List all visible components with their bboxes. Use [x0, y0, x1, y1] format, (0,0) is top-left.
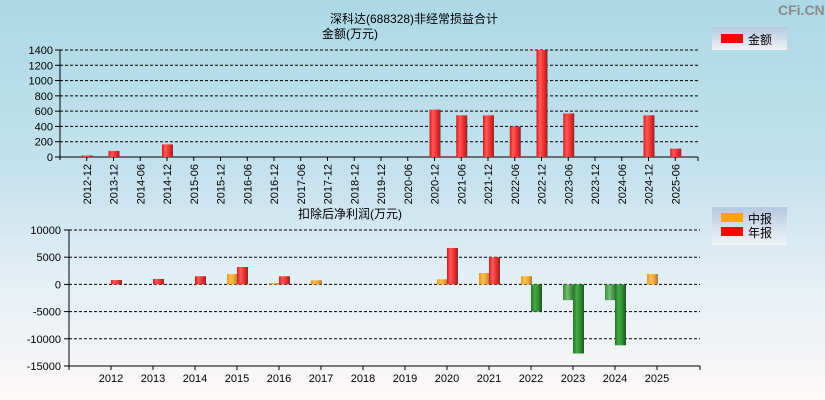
- bar-annual: [489, 257, 500, 285]
- y-tick-label: 600: [35, 106, 53, 118]
- legend-label-annual: 年报: [748, 226, 773, 240]
- y-tick-label: 0: [55, 279, 61, 291]
- x-tick-label: 2013-12: [109, 164, 121, 204]
- top-chart-ylabel: 金额(万元): [322, 27, 378, 41]
- x-tick-label: 2016-12: [269, 164, 281, 204]
- x-tick-label: 2022: [519, 373, 543, 385]
- x-tick-label: 2014-06: [135, 164, 147, 204]
- bar-annual: [153, 278, 164, 285]
- y-tick-label: 0: [47, 152, 53, 164]
- bar-amount: [429, 109, 441, 157]
- bar-interim: [479, 272, 490, 285]
- x-tick-label: 2012: [99, 373, 123, 385]
- bar-interim: [437, 279, 448, 285]
- bar-interim: [605, 284, 616, 301]
- bar-interim: [227, 274, 238, 285]
- x-tick-label: 2017: [309, 373, 333, 385]
- x-tick-label: 2024-12: [644, 164, 656, 204]
- legend-swatch-annual: [721, 227, 743, 236]
- bar-annual: [111, 280, 122, 285]
- y-tick-label: 1400: [29, 45, 53, 57]
- bar-amount: [670, 148, 682, 157]
- legend-swatch-interim: [721, 213, 743, 222]
- legend-label-interim: 中报: [748, 212, 773, 226]
- x-tick-label: 2015-12: [216, 164, 228, 204]
- x-tick-label: 2021-12: [483, 164, 495, 204]
- x-tick-label: 2023-12: [590, 164, 602, 204]
- bar-interim: [647, 274, 658, 285]
- bar-annual: [615, 284, 626, 346]
- x-tick-label: 2023: [561, 373, 585, 385]
- bar-amount: [563, 113, 575, 157]
- y-tick-label: 400: [35, 121, 53, 133]
- y-tick-label: 10000: [30, 225, 61, 237]
- x-tick-label: 2020-06: [403, 164, 415, 204]
- legend-label-amount: 金额: [748, 33, 773, 47]
- bar-annual: [531, 284, 542, 312]
- bar-amount: [509, 126, 521, 157]
- x-tick-label: 2014-12: [162, 164, 174, 204]
- x-tick-label: 2025: [645, 373, 669, 385]
- x-tick-label: 2018: [351, 373, 375, 385]
- bar-amount: [643, 115, 655, 157]
- bottom-bar-chart: -15000 -10000 -5000 0 5000 10000 2012 2013 2014 2…: [27, 225, 701, 385]
- x-tick-label: 2016-06: [242, 164, 254, 204]
- x-tick-label: 2018-12: [349, 164, 361, 204]
- x-tick-label: 2013: [141, 373, 165, 385]
- bar-interim: [563, 284, 574, 301]
- bar-amount: [483, 115, 495, 157]
- x-tick-label: 2020: [435, 373, 459, 385]
- x-tick-label: 2017-06: [296, 164, 308, 204]
- x-tick-label: 2019: [393, 373, 417, 385]
- x-tick-label: 2021: [477, 373, 501, 385]
- top-bar-chart: 0 200 400 600 800 1000 1200 1400 2012-12 2013-12 2…: [29, 45, 699, 204]
- bottom-chart-title: 扣除后净利润(万元): [298, 207, 402, 221]
- bar-annual: [573, 284, 584, 354]
- watermark-logo: CFi.CN: [778, 2, 825, 18]
- x-tick-label: 2015-06: [189, 164, 201, 204]
- y-tick-label: 1200: [29, 60, 53, 72]
- bar-annual: [237, 266, 248, 285]
- y-tick-label: 200: [35, 137, 53, 149]
- legend-swatch-amount: [721, 34, 743, 43]
- x-tick-label: 2012-12: [82, 164, 94, 204]
- x-tick-label: 2020-12: [430, 164, 442, 204]
- x-tick-label: 2022-12: [537, 164, 549, 204]
- y-tick-label: -5000: [33, 307, 61, 319]
- bar-annual: [447, 247, 458, 285]
- bar-amount: [456, 115, 468, 157]
- bar-interim: [311, 280, 322, 285]
- x-tick-label: 2016: [267, 373, 291, 385]
- y-tick-label: 1000: [29, 76, 53, 88]
- x-tick-label: 2024: [603, 373, 627, 385]
- bar-amount: [81, 155, 93, 157]
- x-tick-label: 2024-06: [617, 164, 629, 204]
- bar-interim: [269, 283, 280, 285]
- x-tick-label: 2025-06: [670, 164, 682, 204]
- x-tick-label: 2022-06: [510, 164, 522, 204]
- bar-interim: [521, 276, 532, 285]
- y-tick-label: 5000: [37, 252, 61, 264]
- y-tick-label: 800: [35, 91, 53, 103]
- bar-amount: [108, 150, 120, 157]
- y-tick-label: -15000: [27, 361, 61, 373]
- bar-amount: [536, 50, 548, 157]
- x-tick-label: 2015: [225, 373, 249, 385]
- x-tick-label: 2014: [183, 373, 207, 385]
- bottom-legend: 中报 年报: [712, 207, 787, 245]
- top-legend: 金额: [712, 27, 787, 50]
- x-tick-label: 2019-12: [376, 164, 388, 204]
- chart-title: 深科达(688328)非经常损益合计: [330, 12, 499, 26]
- x-tick-label: 2023-06: [563, 164, 575, 204]
- bar-amount: [162, 144, 174, 157]
- bar-annual: [279, 276, 290, 285]
- bar-annual: [195, 276, 206, 285]
- x-tick-label: 2021-06: [456, 164, 468, 204]
- x-tick-label: 2017-12: [323, 164, 335, 204]
- y-tick-label: -10000: [27, 334, 61, 346]
